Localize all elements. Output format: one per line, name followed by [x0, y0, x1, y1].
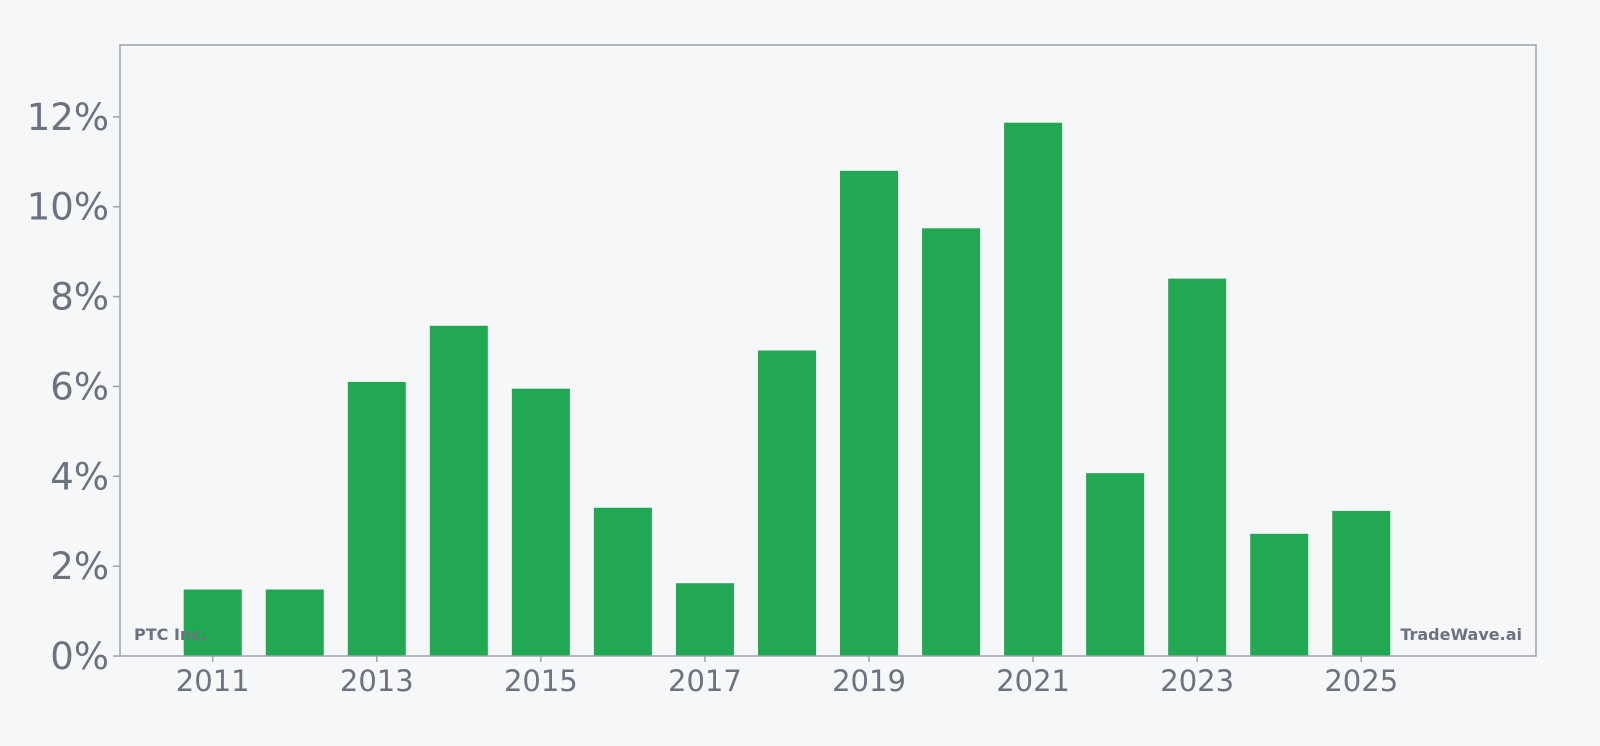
- bar-2024: [1250, 533, 1309, 656]
- bar-2023: [1168, 278, 1227, 656]
- brand-watermark: TradeWave.ai: [1400, 625, 1522, 644]
- bar-2011: [183, 589, 242, 656]
- bar-2020: [922, 228, 981, 657]
- y-tick-label: 2%: [50, 545, 109, 588]
- y-tick-label: 4%: [50, 455, 109, 498]
- plot-frame: [119, 44, 1537, 657]
- bar-2021: [1004, 122, 1063, 657]
- company-watermark: PTC Inc.: [134, 625, 207, 644]
- y-tick-label: 10%: [27, 186, 109, 229]
- bar-2014: [429, 325, 488, 656]
- bars-group: [183, 122, 1391, 657]
- bar-2015: [511, 388, 570, 656]
- x-tick-label: 2021: [996, 664, 1070, 698]
- bar-2018: [757, 350, 816, 656]
- bar-2019: [840, 170, 899, 657]
- x-tick-label: 2025: [1324, 664, 1398, 698]
- x-tick-label: 2023: [1160, 664, 1234, 698]
- bar-2025: [1332, 510, 1391, 656]
- x-tick-label: 2017: [668, 664, 742, 698]
- bar-2013: [347, 381, 406, 656]
- bar-2022: [1086, 473, 1145, 656]
- y-tick-label: 0%: [50, 635, 109, 678]
- x-tick-label: 2011: [176, 664, 250, 698]
- bar-2017: [675, 583, 734, 656]
- x-axis: 2011 2013 2015 2017 2019 2021 2023 2025: [176, 656, 1398, 698]
- x-tick-label: 2015: [504, 664, 578, 698]
- y-axis: 0% 2% 4% 6% 8% 10% 12%: [27, 96, 120, 678]
- y-tick-label: 6%: [50, 365, 109, 408]
- x-tick-label: 2013: [340, 664, 414, 698]
- bar-2012: [265, 589, 324, 656]
- y-tick-label: 12%: [27, 96, 109, 139]
- x-tick-label: 2019: [832, 664, 906, 698]
- bar-2016: [593, 507, 652, 656]
- y-tick-label: 8%: [50, 276, 109, 319]
